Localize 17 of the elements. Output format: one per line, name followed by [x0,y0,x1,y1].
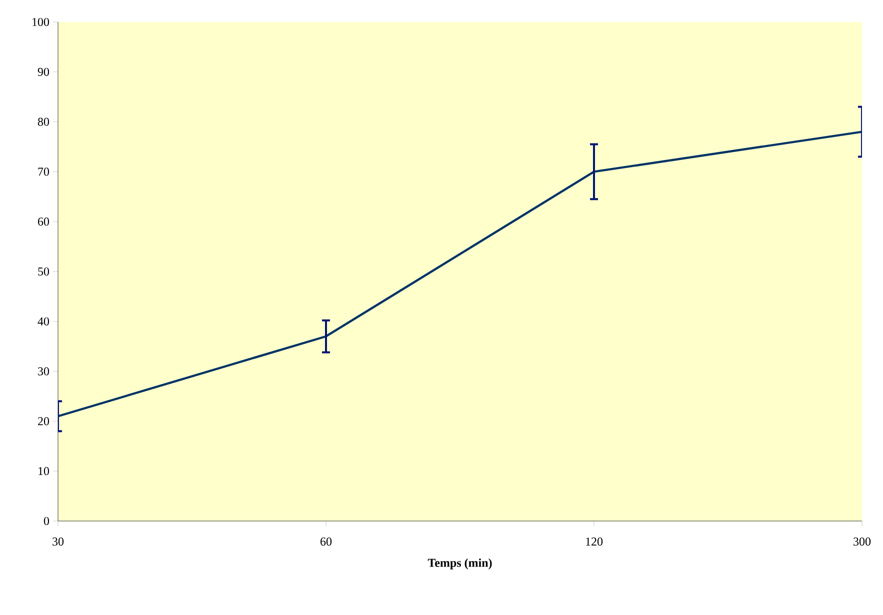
y-tick-label: 50 [38,267,50,276]
x-tick-label: 60 [320,538,332,546]
y-tick-label: 70 [38,168,50,176]
line-series [58,130,862,418]
y-tick-label: 30 [38,367,50,376]
x-axis-title: Temps (min) [428,558,492,570]
y-tick-label: 80 [38,118,50,126]
y-tick-label: 20 [38,417,50,426]
y-tick-label: 10 [38,467,50,476]
x-tick-label: 120 [586,538,603,546]
y-tick-label: 90 [38,68,50,76]
y-tick-label: 40 [38,317,50,326]
y-tick-label: 100 [32,18,50,26]
y-tick-label: 0 [44,516,50,526]
x-tick-label: 300 [854,538,871,546]
y-tick-label: 60 [38,218,50,226]
x-tick-label: 30 [52,538,64,546]
